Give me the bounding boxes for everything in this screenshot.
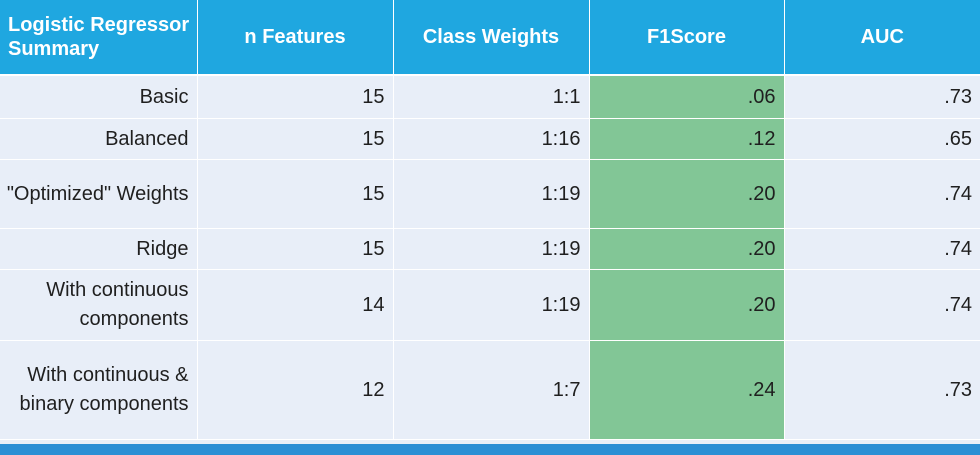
n-features-cell: 14: [197, 269, 394, 341]
table-row: With continuous components 14 1:19 .20 .…: [0, 269, 980, 341]
model-cell: With continuous components: [0, 269, 198, 341]
class-weights-cell: 1:19: [393, 228, 590, 270]
table-row: Ridge 15 1:19 .20 .74: [0, 228, 980, 270]
f1-score-cell: .20: [589, 269, 785, 341]
auc-cell: .73: [784, 340, 980, 440]
model-cell: Ridge: [0, 228, 198, 270]
model-cell: With continuous & binary components: [0, 340, 198, 440]
table-row: Balanced 15 1:16 .12 .65: [0, 118, 980, 160]
table-row: Basic 15 1:1 .06 .73: [0, 75, 980, 119]
auc-cell: .74: [784, 228, 980, 270]
model-cell: "Optimized" Weights: [0, 159, 198, 229]
auc-cell: .73: [784, 75, 980, 119]
header-row: Logistic Regressor Summary n Features Cl…: [0, 0, 980, 76]
n-features-cell: 15: [197, 228, 394, 270]
model-cell: Balanced: [0, 118, 198, 160]
header-auc: AUC: [784, 0, 980, 76]
n-features-cell: 15: [197, 159, 394, 229]
f1-score-cell: .06: [589, 75, 785, 119]
f1-score-cell: .20: [589, 159, 785, 229]
table-row: "Optimized" Weights 15 1:19 .20 .74: [0, 159, 980, 229]
class-weights-cell: 1:19: [393, 269, 590, 341]
class-weights-cell: 1:16: [393, 118, 590, 160]
f1-score-cell: .20: [589, 228, 785, 270]
table-row: With continuous & binary components 12 1…: [0, 340, 980, 440]
auc-cell: .74: [784, 159, 980, 229]
f1-score-cell: .12: [589, 118, 785, 160]
f1-score-cell: .24: [589, 340, 785, 440]
logistic-regressor-summary-table: Logistic Regressor Summary n Features Cl…: [0, 0, 980, 440]
header-class-weights: Class Weights: [393, 0, 590, 76]
n-features-cell: 15: [197, 118, 394, 160]
class-weights-cell: 1:7: [393, 340, 590, 440]
n-features-cell: 15: [197, 75, 394, 119]
bottom-accent-bar: [0, 444, 980, 455]
class-weights-cell: 1:19: [393, 159, 590, 229]
class-weights-cell: 1:1: [393, 75, 590, 119]
model-cell: Basic: [0, 75, 198, 119]
n-features-cell: 12: [197, 340, 394, 440]
header-n-features: n Features: [197, 0, 394, 76]
auc-cell: .65: [784, 118, 980, 160]
auc-cell: .74: [784, 269, 980, 341]
header-model: Logistic Regressor Summary: [0, 0, 198, 76]
header-f1-score: F1Score: [589, 0, 785, 76]
